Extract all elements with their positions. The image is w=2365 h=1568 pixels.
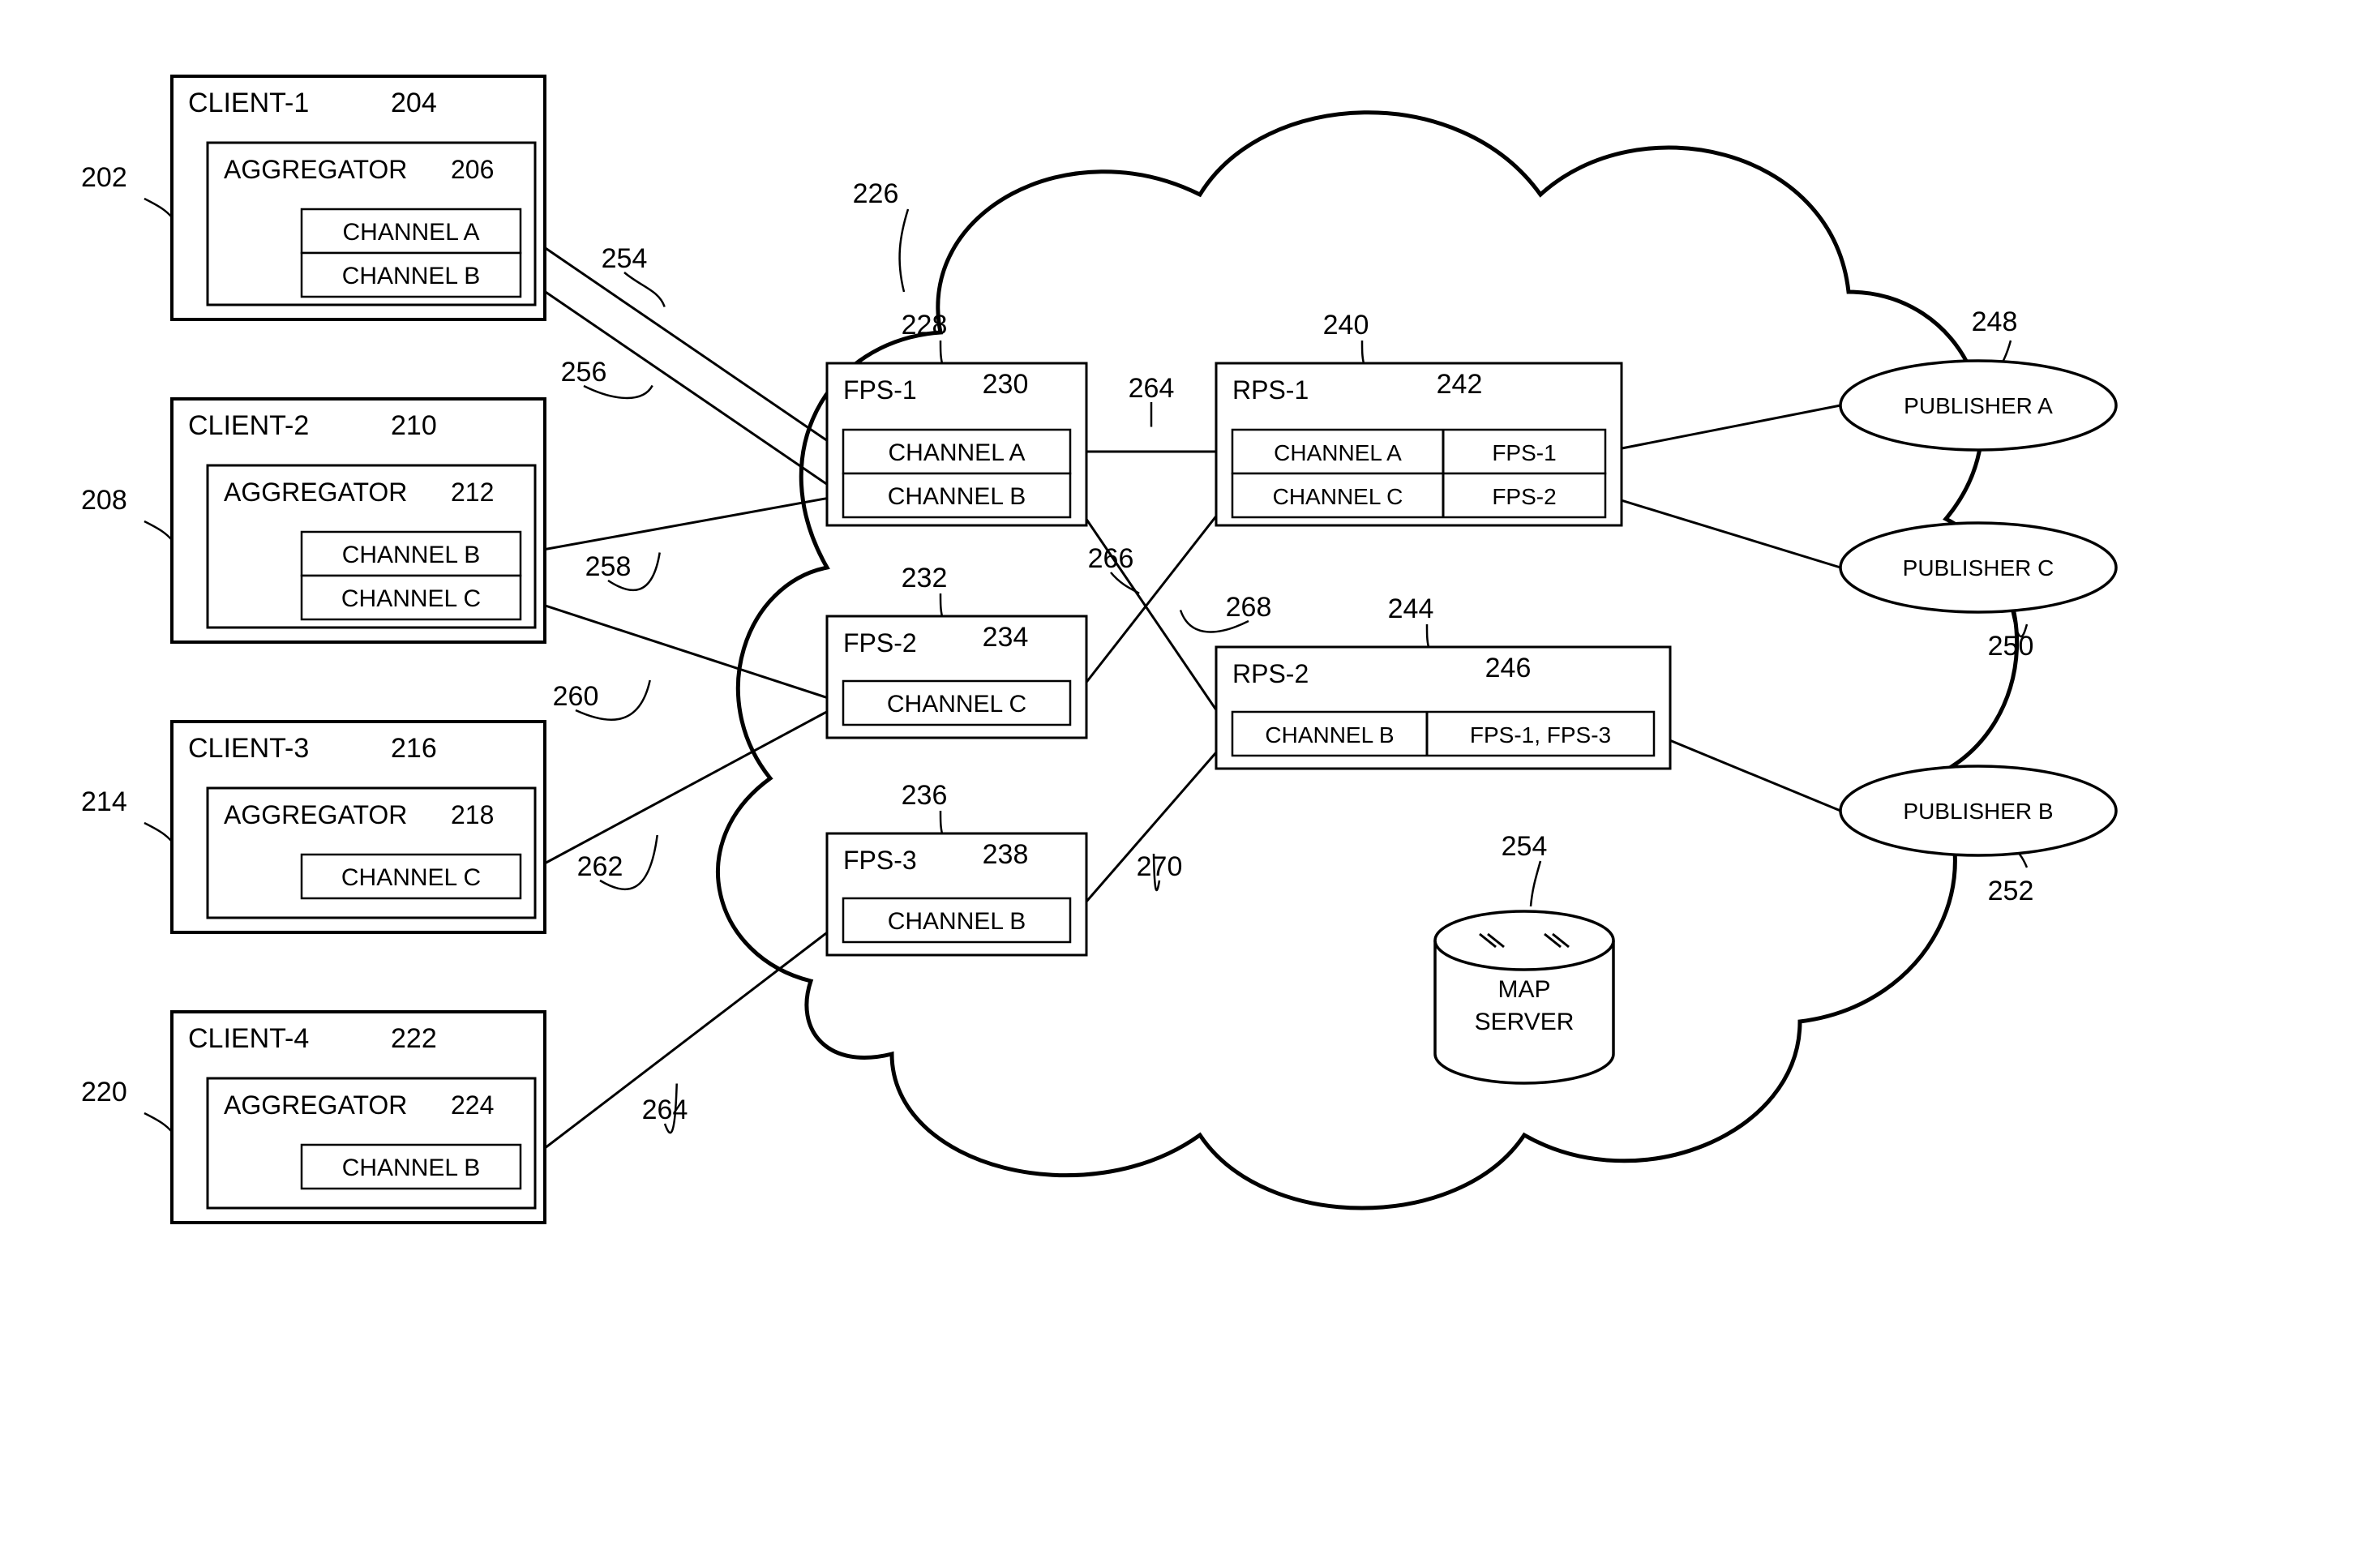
svg-text:242: 242 (1437, 369, 1483, 400)
svg-text:FPS-2: FPS-2 (843, 628, 917, 658)
svg-text:CHANNEL B: CHANNEL B (342, 542, 481, 568)
svg-text:264: 264 (642, 1095, 688, 1125)
svg-text:PUBLISHER A: PUBLISHER A (1904, 393, 2053, 418)
svg-text:CLIENT-3: CLIENT-3 (188, 733, 309, 764)
svg-text:AGGREGATOR: AGGREGATOR (224, 155, 407, 184)
svg-text:214: 214 (81, 786, 127, 817)
svg-text:262: 262 (577, 851, 623, 882)
svg-text:CHANNEL C: CHANNEL C (341, 585, 481, 612)
svg-text:228: 228 (902, 310, 948, 341)
svg-text:248: 248 (1972, 306, 2018, 337)
svg-text:226: 226 (853, 178, 899, 209)
svg-text:208: 208 (81, 485, 127, 516)
svg-text:CHANNEL B: CHANNEL B (888, 908, 1026, 935)
svg-text:222: 222 (391, 1023, 437, 1054)
svg-text:CLIENT-4: CLIENT-4 (188, 1023, 309, 1054)
svg-text:CHANNEL A: CHANNEL A (889, 439, 1026, 466)
svg-text:204: 204 (391, 88, 437, 118)
svg-text:232: 232 (902, 563, 948, 593)
svg-text:250: 250 (1988, 631, 2034, 662)
svg-text:244: 244 (1388, 593, 1434, 624)
svg-text:212: 212 (451, 478, 494, 507)
svg-text:220: 220 (81, 1077, 127, 1107)
svg-text:206: 206 (451, 155, 494, 184)
svg-text:MAP: MAP (1497, 976, 1550, 1003)
svg-text:CHANNEL B: CHANNEL B (342, 1155, 481, 1181)
svg-text:202: 202 (81, 162, 127, 193)
svg-text:264: 264 (1129, 373, 1175, 404)
svg-text:230: 230 (983, 369, 1029, 400)
svg-text:270: 270 (1137, 851, 1183, 882)
svg-text:CLIENT-1: CLIENT-1 (188, 88, 309, 118)
svg-text:258: 258 (585, 551, 632, 582)
svg-text:PUBLISHER C: PUBLISHER C (1903, 555, 2054, 581)
svg-text:CLIENT-2: CLIENT-2 (188, 410, 309, 441)
svg-text:RPS-2: RPS-2 (1232, 659, 1309, 688)
svg-text:246: 246 (1485, 653, 1532, 683)
svg-text:236: 236 (902, 780, 948, 811)
svg-text:252: 252 (1988, 876, 2034, 906)
svg-text:CHANNEL A: CHANNEL A (343, 219, 480, 246)
svg-text:CHANNEL B: CHANNEL B (342, 263, 481, 289)
svg-text:CHANNEL C: CHANNEL C (341, 864, 481, 891)
svg-text:238: 238 (983, 839, 1029, 870)
svg-text:218: 218 (451, 800, 494, 829)
svg-text:240: 240 (1323, 310, 1369, 341)
svg-text:CHANNEL B: CHANNEL B (888, 483, 1026, 510)
svg-text:CHANNEL A: CHANNEL A (1274, 440, 1402, 465)
svg-text:FPS-1, FPS-3: FPS-1, FPS-3 (1470, 722, 1611, 748)
svg-text:RPS-1: RPS-1 (1232, 375, 1309, 405)
svg-text:CHANNEL C: CHANNEL C (1273, 484, 1403, 509)
svg-text:254: 254 (1502, 831, 1548, 862)
svg-text:266: 266 (1088, 543, 1134, 574)
svg-text:AGGREGATOR: AGGREGATOR (224, 1090, 407, 1120)
svg-text:260: 260 (553, 681, 599, 712)
svg-text:FPS-1: FPS-1 (1492, 440, 1556, 465)
svg-text:FPS-2: FPS-2 (1492, 484, 1556, 509)
svg-text:CHANNEL C: CHANNEL C (887, 691, 1026, 718)
svg-text:PUBLISHER B: PUBLISHER B (1903, 799, 2053, 824)
svg-text:224: 224 (451, 1090, 494, 1120)
svg-text:256: 256 (561, 357, 607, 388)
svg-text:AGGREGATOR: AGGREGATOR (224, 478, 407, 507)
svg-text:268: 268 (1226, 592, 1272, 623)
svg-text:234: 234 (983, 622, 1029, 653)
svg-text:254: 254 (602, 243, 648, 274)
svg-text:CHANNEL B: CHANNEL B (1265, 722, 1394, 748)
svg-text:FPS-1: FPS-1 (843, 375, 917, 405)
svg-text:FPS-3: FPS-3 (843, 846, 917, 875)
svg-text:AGGREGATOR: AGGREGATOR (224, 800, 407, 829)
svg-text:SERVER: SERVER (1475, 1009, 1575, 1035)
svg-text:216: 216 (391, 733, 437, 764)
svg-text:210: 210 (391, 410, 437, 441)
